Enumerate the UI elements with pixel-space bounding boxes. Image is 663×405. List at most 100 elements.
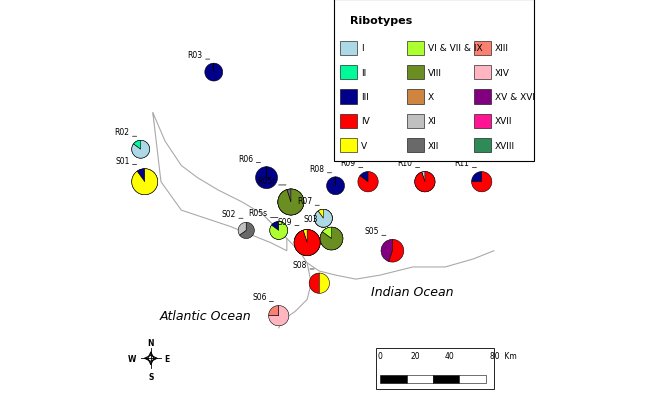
Wedge shape: [320, 228, 343, 250]
Text: 0: 0: [378, 352, 383, 360]
Wedge shape: [315, 210, 332, 228]
Text: S05: S05: [365, 227, 379, 236]
FancyBboxPatch shape: [406, 66, 424, 80]
FancyBboxPatch shape: [333, 0, 534, 162]
Text: R11: R11: [455, 159, 469, 168]
Wedge shape: [133, 169, 158, 195]
Text: XV & XVI: XV & XVI: [495, 93, 535, 102]
Wedge shape: [270, 222, 278, 238]
Wedge shape: [294, 230, 320, 256]
Text: R08: R08: [310, 164, 325, 173]
Text: XII: XII: [428, 141, 439, 150]
Text: XVII: XVII: [495, 117, 512, 126]
Wedge shape: [271, 222, 288, 240]
Text: N: N: [148, 338, 154, 347]
FancyBboxPatch shape: [406, 375, 433, 383]
Polygon shape: [153, 113, 287, 251]
Text: R07: R07: [297, 197, 312, 206]
FancyBboxPatch shape: [473, 114, 491, 129]
Wedge shape: [270, 222, 288, 240]
Text: S06: S06: [252, 293, 267, 302]
Text: R05s: R05s: [249, 209, 268, 218]
Wedge shape: [381, 240, 392, 262]
Text: S09: S09: [278, 217, 292, 226]
Wedge shape: [322, 228, 343, 250]
Wedge shape: [309, 273, 320, 294]
Text: III: III: [361, 93, 369, 102]
Text: Indian Ocean: Indian Ocean: [371, 285, 454, 298]
Text: II: II: [361, 68, 366, 77]
Text: Ribotypes: Ribotypes: [350, 16, 412, 26]
Wedge shape: [132, 169, 158, 195]
FancyBboxPatch shape: [406, 114, 424, 129]
Wedge shape: [132, 141, 150, 159]
Wedge shape: [320, 273, 330, 294]
Text: S03: S03: [304, 215, 318, 224]
Wedge shape: [294, 230, 320, 256]
Wedge shape: [415, 172, 435, 192]
Wedge shape: [294, 230, 320, 256]
Text: W: W: [127, 354, 136, 363]
Wedge shape: [358, 172, 378, 192]
FancyBboxPatch shape: [473, 66, 491, 80]
Text: S02: S02: [221, 210, 236, 219]
Text: IV: IV: [361, 117, 369, 126]
Wedge shape: [239, 223, 255, 239]
Wedge shape: [278, 190, 304, 210]
Text: VI & VII & IX: VI & VII & IX: [428, 44, 483, 53]
Text: V: V: [361, 141, 367, 150]
Text: E: E: [164, 354, 170, 363]
Wedge shape: [471, 172, 482, 182]
Wedge shape: [132, 141, 150, 159]
Text: S: S: [148, 372, 154, 381]
Wedge shape: [278, 190, 304, 215]
FancyBboxPatch shape: [339, 139, 357, 153]
Wedge shape: [327, 177, 345, 195]
FancyBboxPatch shape: [406, 139, 424, 153]
FancyBboxPatch shape: [339, 90, 357, 104]
Wedge shape: [314, 210, 332, 228]
Wedge shape: [132, 141, 141, 153]
FancyBboxPatch shape: [376, 348, 494, 389]
Text: S01: S01: [115, 156, 130, 165]
Text: R09: R09: [341, 159, 356, 168]
Wedge shape: [314, 210, 332, 228]
Wedge shape: [269, 306, 278, 316]
Wedge shape: [389, 240, 404, 262]
Text: R05r: R05r: [257, 177, 276, 185]
Wedge shape: [238, 223, 246, 236]
Wedge shape: [314, 210, 332, 224]
FancyBboxPatch shape: [406, 42, 424, 56]
Wedge shape: [269, 306, 289, 326]
Wedge shape: [360, 172, 368, 182]
Wedge shape: [255, 167, 278, 189]
FancyBboxPatch shape: [433, 375, 459, 383]
FancyBboxPatch shape: [380, 375, 406, 383]
Wedge shape: [320, 228, 332, 250]
Text: R10: R10: [398, 159, 412, 168]
FancyBboxPatch shape: [339, 42, 357, 56]
Text: R02: R02: [115, 128, 130, 137]
Wedge shape: [278, 190, 302, 215]
FancyBboxPatch shape: [406, 90, 424, 104]
Text: R03: R03: [188, 51, 203, 60]
FancyBboxPatch shape: [459, 375, 486, 383]
Text: R06: R06: [239, 154, 253, 163]
FancyBboxPatch shape: [473, 139, 491, 153]
Wedge shape: [416, 172, 425, 182]
Text: Atlantic Ocean: Atlantic Ocean: [160, 309, 251, 322]
Wedge shape: [132, 169, 145, 186]
FancyBboxPatch shape: [473, 42, 491, 56]
Text: VIII: VIII: [428, 68, 442, 77]
Wedge shape: [295, 230, 320, 256]
Text: 20: 20: [410, 352, 420, 360]
Wedge shape: [278, 190, 304, 215]
Wedge shape: [320, 228, 343, 250]
Text: XVIII: XVIII: [495, 141, 515, 150]
Wedge shape: [314, 210, 332, 228]
Wedge shape: [471, 172, 492, 192]
Text: XIII: XIII: [495, 44, 509, 53]
Text: S08: S08: [293, 260, 307, 269]
Text: XI: XI: [428, 117, 436, 126]
Wedge shape: [205, 64, 223, 82]
